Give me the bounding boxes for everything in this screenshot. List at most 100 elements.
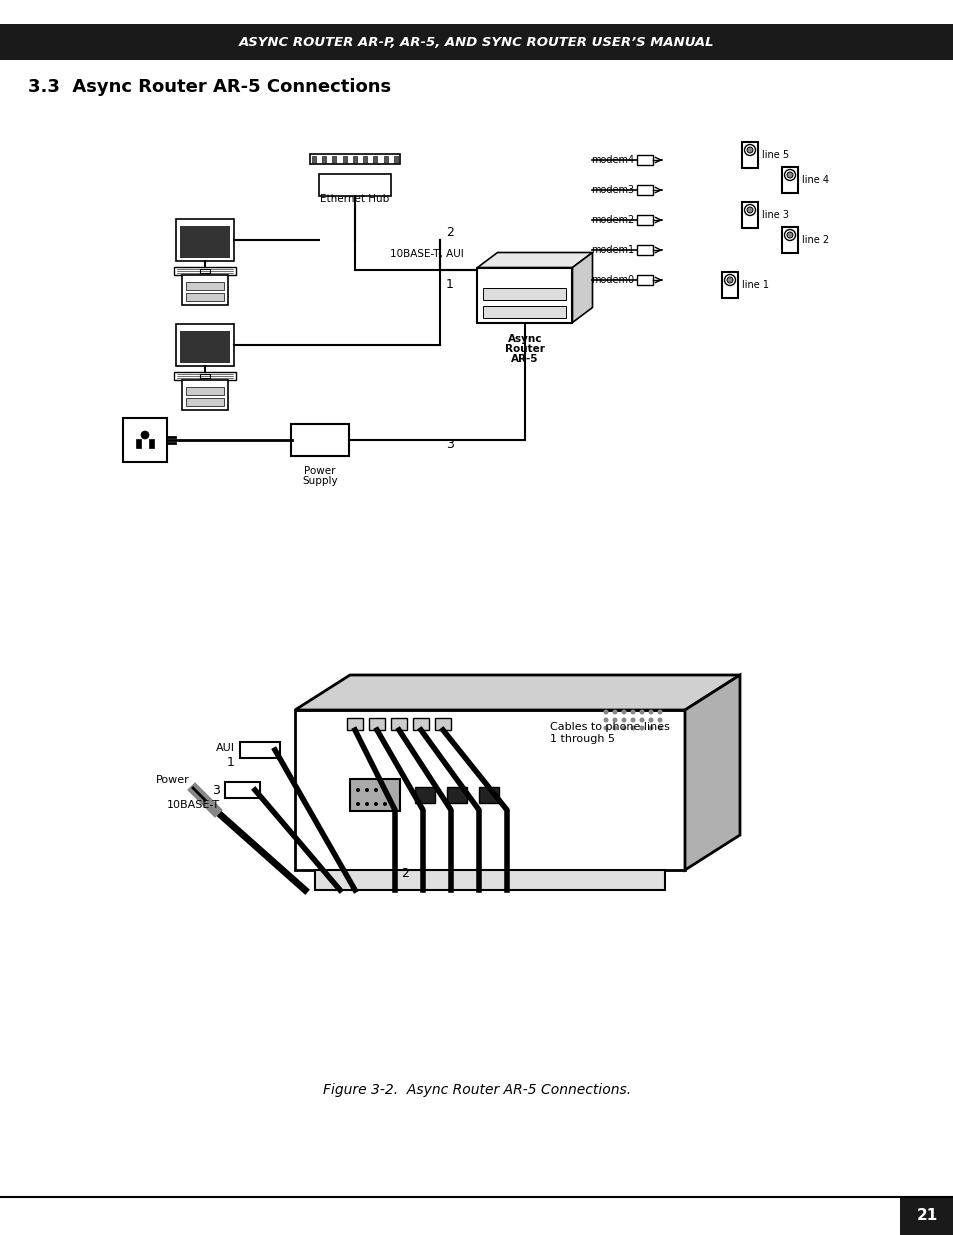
Text: modem2: modem2 [590,215,634,225]
Circle shape [203,327,206,331]
Circle shape [648,725,653,730]
Bar [186,282,224,290]
Text: 1: 1 [446,279,454,291]
Text: Supply: Supply [302,475,337,487]
Bar [383,156,387,163]
Circle shape [355,788,359,792]
Bar [413,718,429,730]
Bar [483,288,566,300]
Bar [123,417,167,462]
Circle shape [212,327,214,331]
Bar [225,782,260,798]
Circle shape [648,709,653,715]
Text: Ethernet Hub: Ethernet Hub [320,194,389,204]
Bar [391,718,407,730]
Bar [200,374,210,378]
Circle shape [786,172,792,178]
Text: Power: Power [156,776,190,785]
Bar [347,718,363,730]
Circle shape [639,709,644,715]
Bar [637,185,652,195]
Bar [310,154,399,164]
Bar [312,156,315,163]
Bar [781,227,797,253]
Bar [447,787,467,803]
Circle shape [212,222,214,226]
Text: 3: 3 [446,438,454,452]
Bar [369,718,385,730]
Text: line 2: line 2 [801,235,828,245]
Bar [240,742,280,758]
Bar [637,245,652,254]
Bar [374,156,377,163]
Circle shape [382,788,387,792]
Bar [200,269,210,273]
Bar [353,156,356,163]
Bar [182,275,228,305]
Text: Figure 3-2.  Async Router AR-5 Connections.: Figure 3-2. Async Router AR-5 Connection… [323,1083,630,1097]
Bar [478,787,498,803]
Circle shape [365,802,369,806]
Bar [741,142,758,168]
Circle shape [141,431,149,438]
Polygon shape [684,676,740,869]
Circle shape [786,232,792,238]
Text: modem0: modem0 [590,275,634,285]
Bar [350,779,399,811]
Circle shape [630,718,635,722]
Bar [322,156,326,163]
Bar [637,275,652,285]
Circle shape [746,207,752,212]
Circle shape [726,277,732,283]
Polygon shape [294,676,740,710]
Circle shape [657,718,661,722]
Circle shape [743,144,755,156]
Text: 10BASE-T: 10BASE-T [167,800,220,810]
Circle shape [195,222,198,226]
Bar [741,203,758,228]
Text: Async: Async [507,335,541,345]
Text: 21: 21 [916,1209,937,1224]
Text: 2: 2 [400,867,409,881]
Text: AR-5: AR-5 [511,354,538,364]
Bar [318,174,391,196]
Text: AUI: AUI [215,743,234,753]
Bar [291,424,349,456]
Circle shape [382,802,387,806]
Bar [394,156,397,163]
Circle shape [639,725,644,730]
Text: line 4: line 4 [801,175,828,185]
Polygon shape [572,252,592,322]
Bar [186,387,224,395]
Circle shape [743,205,755,215]
Circle shape [603,718,608,722]
Circle shape [374,802,377,806]
Circle shape [195,327,198,331]
Bar [333,156,336,163]
Bar [175,324,233,366]
Circle shape [374,788,377,792]
Circle shape [648,718,653,722]
Circle shape [612,709,617,715]
Bar [477,268,572,322]
Circle shape [657,725,661,730]
Text: 10BASE-T, AUI: 10BASE-T, AUI [390,249,463,259]
Circle shape [612,718,617,722]
Bar [483,305,566,317]
Bar [136,438,141,448]
Circle shape [657,709,661,715]
Bar [314,869,664,890]
Bar [186,398,224,406]
Text: 2: 2 [446,226,454,238]
Text: 1: 1 [227,756,234,768]
Bar [721,272,738,298]
Bar [173,372,235,380]
Bar [637,156,652,165]
Circle shape [365,788,369,792]
Circle shape [203,222,206,226]
Circle shape [630,725,635,730]
Bar [342,156,346,163]
Circle shape [620,718,626,722]
Text: modem1: modem1 [590,245,634,254]
Bar [175,219,233,261]
